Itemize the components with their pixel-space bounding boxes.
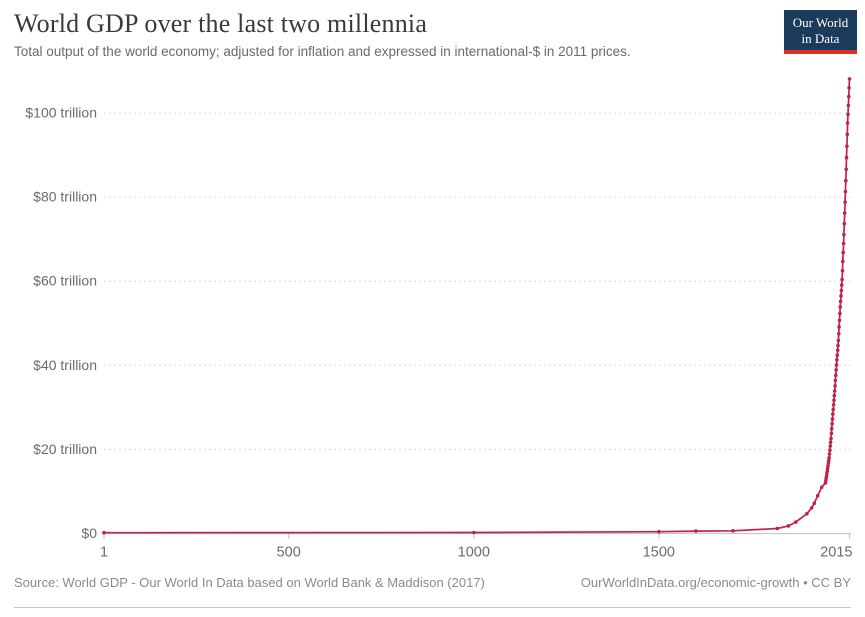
data-point — [839, 283, 844, 287]
data-point — [815, 493, 820, 498]
data-point — [809, 506, 814, 510]
x-tick-label: 1500 — [643, 545, 675, 561]
data-point — [832, 389, 837, 393]
x-tick-label: 1 — [100, 545, 108, 561]
data-point — [847, 86, 851, 90]
page-title: World GDP over the last two millennia — [14, 9, 428, 38]
y-tick-label: $20 trillion — [33, 441, 97, 457]
data-point — [838, 299, 843, 304]
data-point — [843, 189, 848, 194]
data-point — [829, 436, 833, 441]
data-point — [835, 348, 840, 353]
data-point — [844, 155, 849, 160]
data-point — [834, 368, 838, 372]
data-point — [841, 241, 846, 246]
data-point — [840, 268, 845, 273]
data-point — [830, 421, 834, 426]
data-point — [832, 393, 837, 398]
data-point — [102, 530, 106, 535]
data-point — [833, 384, 837, 388]
data-point — [827, 452, 832, 456]
data-point — [842, 211, 847, 215]
data-point — [832, 398, 836, 403]
data-point — [829, 427, 834, 431]
owid-logo[interactable]: Our World in Data — [784, 10, 857, 54]
data-point — [694, 529, 698, 533]
data-point — [834, 373, 838, 378]
data-point — [839, 294, 843, 298]
chart-footer: Source: World GDP - Our World In Data ba… — [14, 575, 851, 590]
data-point — [835, 358, 839, 362]
data-point — [829, 431, 834, 436]
x-tick-label: 500 — [277, 545, 301, 561]
data-point — [827, 456, 831, 460]
data-point — [819, 485, 824, 490]
data-point — [839, 288, 844, 293]
data-point — [846, 112, 850, 117]
data-point — [844, 178, 848, 183]
data-point — [828, 440, 833, 445]
data-point — [826, 464, 830, 468]
y-tick-label: $100 trillion — [25, 105, 97, 121]
data-point — [846, 103, 851, 108]
data-point — [837, 318, 842, 323]
data-point — [828, 448, 832, 453]
data-point — [731, 529, 735, 533]
data-point — [657, 529, 661, 534]
data-point — [847, 94, 851, 99]
y-tick-label: $60 trillion — [33, 273, 97, 289]
x-tick-label: 2015 — [820, 545, 852, 561]
data-point — [842, 221, 847, 226]
y-tick-label: $40 trillion — [33, 357, 97, 373]
owid-logo-line2: in Data — [801, 31, 840, 46]
data-point — [835, 353, 840, 358]
source-note: Source: World GDP - Our World In Data ba… — [14, 575, 485, 590]
data-point — [838, 311, 842, 316]
data-point — [472, 530, 476, 535]
data-point — [833, 378, 838, 383]
data-point — [831, 407, 835, 412]
data-point — [840, 277, 844, 282]
data-point — [794, 520, 798, 524]
x-tick-label: 1000 — [458, 545, 490, 561]
data-point — [812, 501, 817, 506]
gdp-line — [103, 78, 851, 534]
data-point — [828, 444, 833, 448]
data-point — [843, 200, 847, 204]
data-point — [805, 511, 809, 516]
y-tick-label: $0 — [81, 525, 97, 541]
chart-header: World GDP over the last two millennia To… — [14, 8, 774, 61]
data-point — [831, 403, 836, 407]
data-point — [841, 250, 845, 255]
data-point — [775, 526, 780, 531]
y-tick-label: $80 trillion — [33, 189, 97, 205]
data-point — [837, 325, 841, 329]
data-point — [847, 77, 852, 81]
data-point — [831, 412, 835, 416]
owid-logo-line1: Our World — [792, 15, 849, 30]
owid-logo-stripe — [784, 50, 857, 54]
data-point — [836, 338, 841, 343]
data-point — [786, 524, 791, 528]
data-point — [844, 167, 848, 172]
data-point — [838, 305, 842, 309]
data-point — [842, 232, 846, 237]
data-point — [841, 259, 845, 264]
data-point — [837, 332, 841, 336]
data-point — [845, 132, 850, 137]
data-point — [830, 417, 835, 421]
data-point — [836, 343, 840, 348]
data-point — [845, 144, 849, 148]
data-point — [845, 121, 850, 125]
data-point — [834, 363, 839, 367]
footer-link[interactable]: OurWorldInData.org/economic-growth • CC … — [580, 575, 851, 590]
chart-subtitle: Total output of the world economy; adjus… — [14, 44, 631, 60]
bottom-divider — [14, 607, 851, 608]
